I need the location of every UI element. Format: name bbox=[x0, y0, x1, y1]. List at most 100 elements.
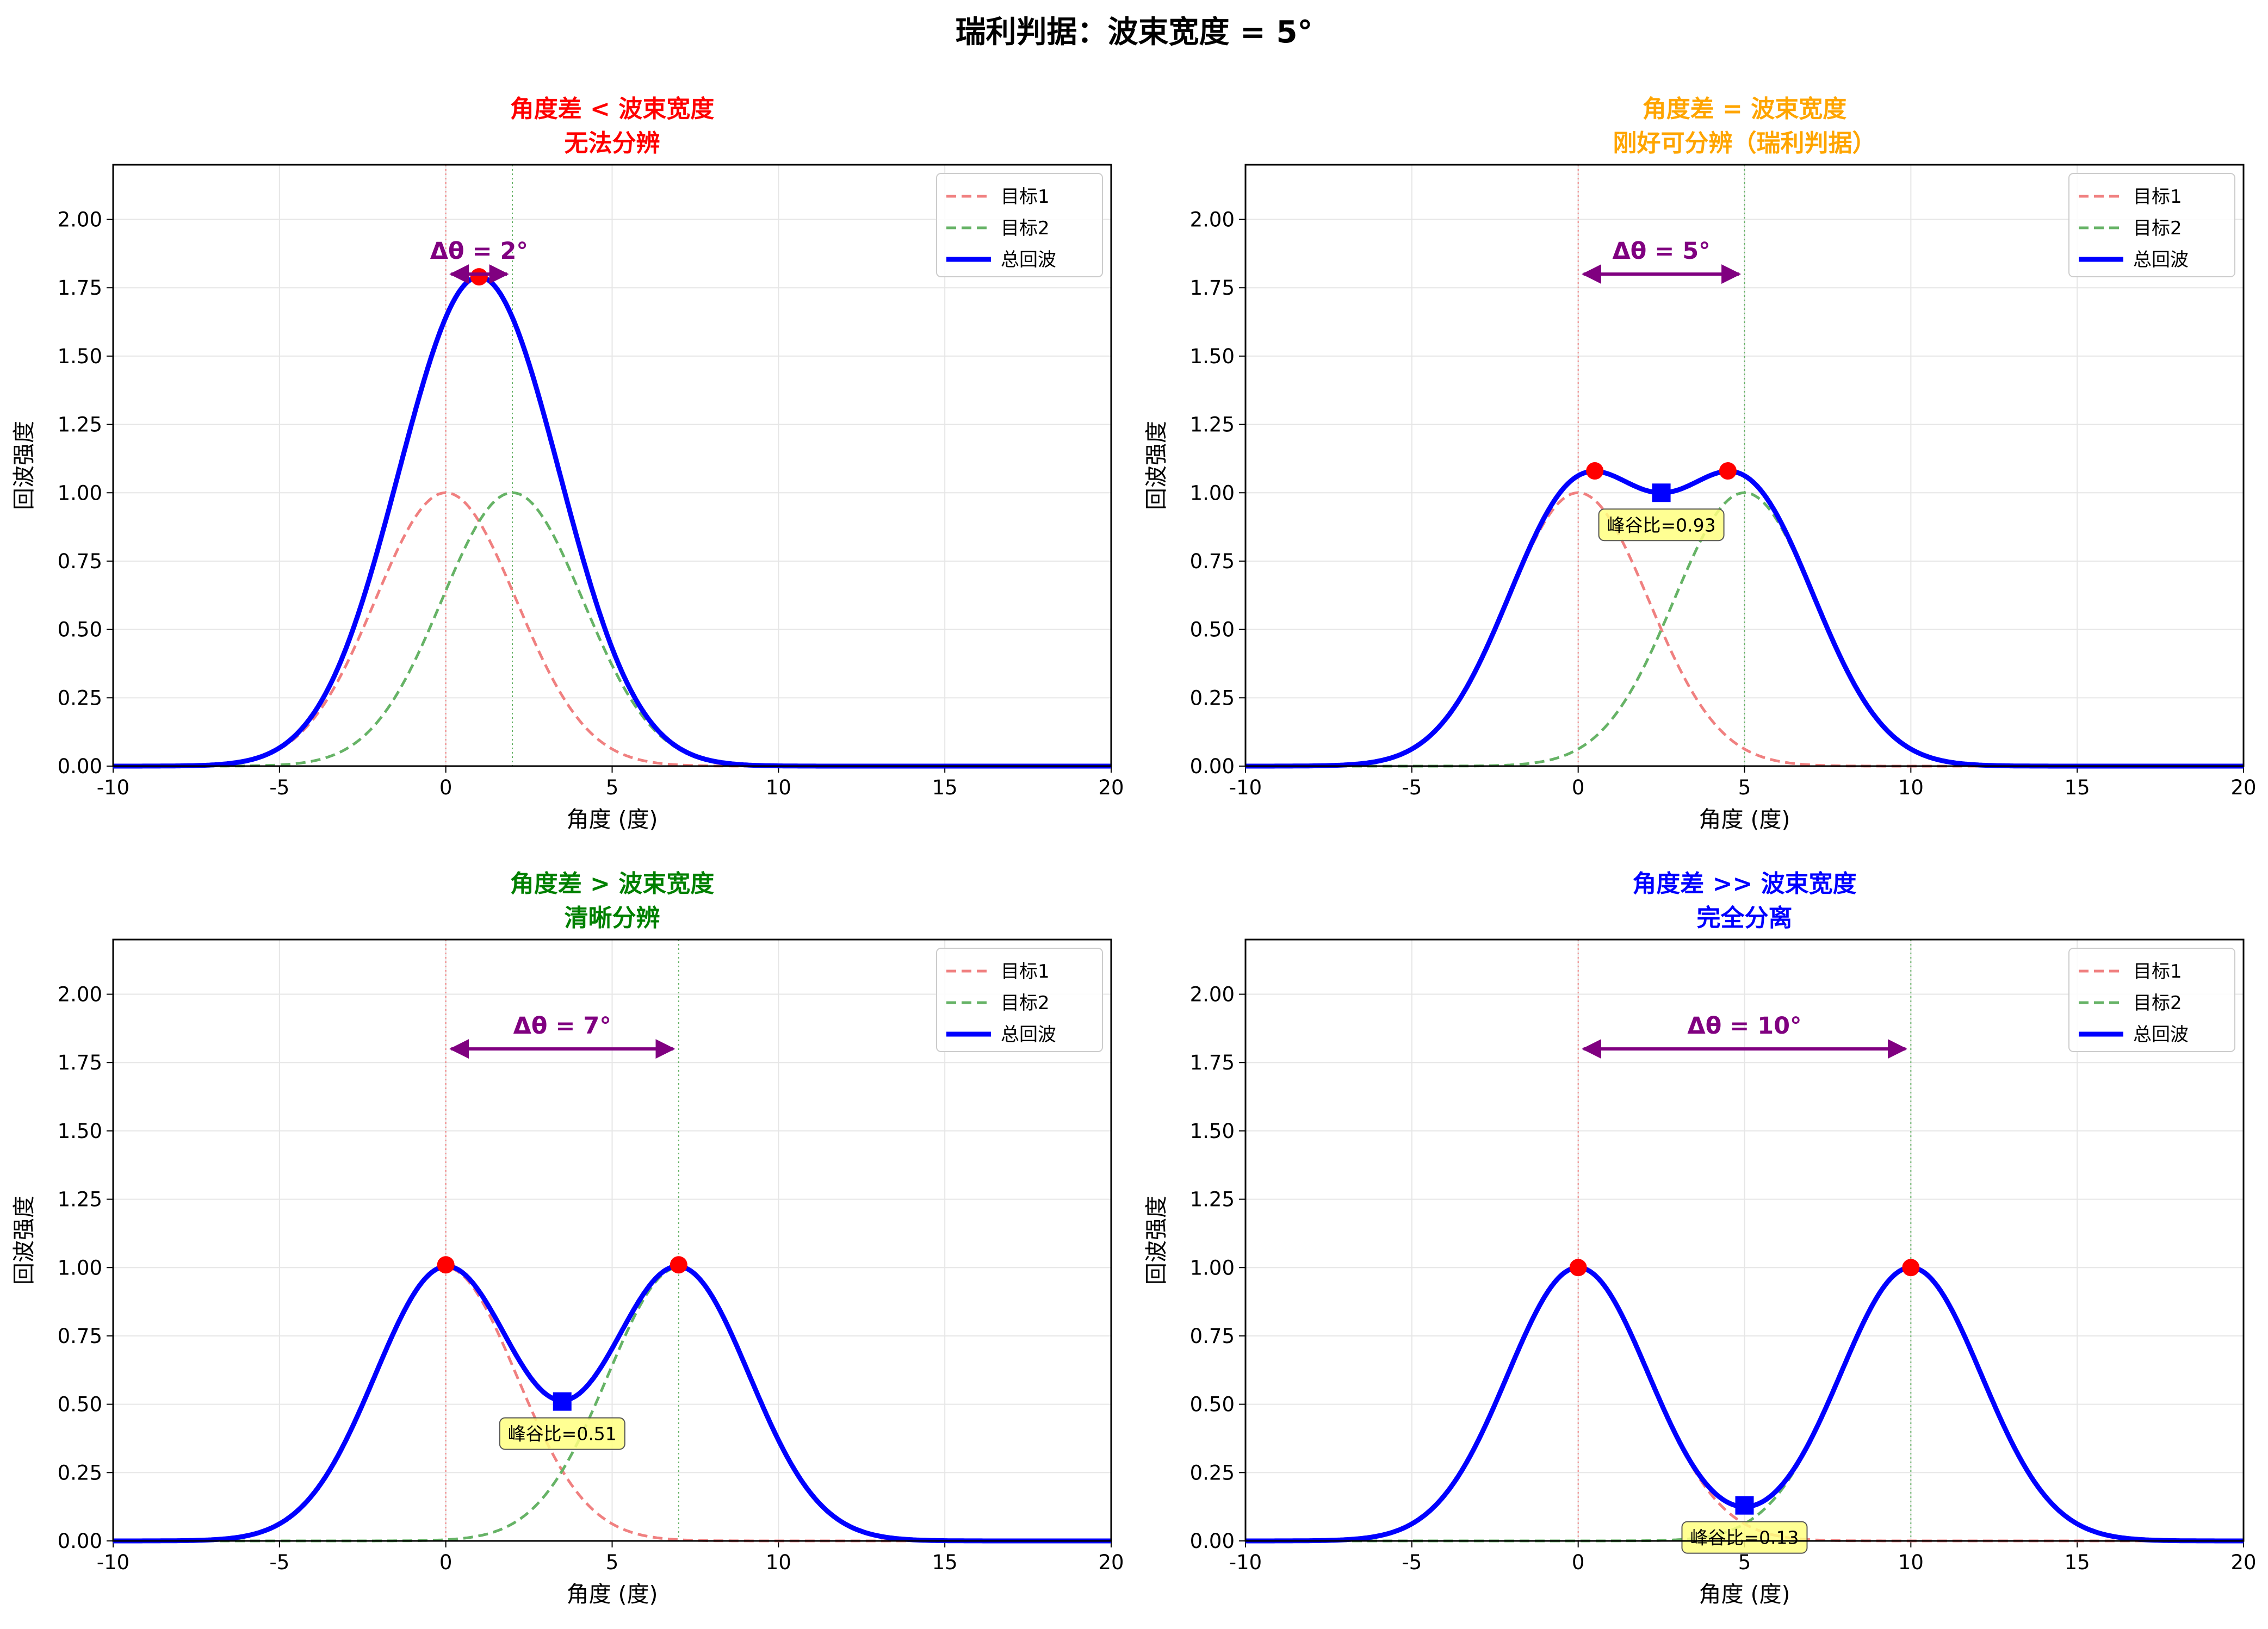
x-tick-label: 20 bbox=[2230, 776, 2256, 799]
y-tick-label: 2.00 bbox=[1190, 208, 1235, 232]
figure-title: 瑞利判据：波束宽度 = 5° bbox=[956, 15, 1313, 50]
x-tick-label: -5 bbox=[269, 1551, 289, 1574]
peak-marker bbox=[470, 268, 488, 286]
ratio-box bbox=[1598, 508, 1725, 542]
legend-label: 总回波 bbox=[1001, 249, 1056, 271]
y-tick-label: 1.75 bbox=[58, 276, 102, 300]
chart-subtitle: 无法分辨 bbox=[565, 129, 660, 157]
y-tick-label: 1.50 bbox=[1190, 345, 1235, 368]
y-axis-label: 回波强度 bbox=[11, 1196, 37, 1285]
y-tick-label: 2.00 bbox=[58, 208, 102, 232]
y-tick-label: 0.50 bbox=[58, 618, 102, 642]
delta-theta-label: Δθ = 7° bbox=[513, 1012, 611, 1040]
y-tick-label: 0.50 bbox=[1190, 1393, 1235, 1416]
y-tick-label: 1.25 bbox=[1190, 413, 1235, 437]
valley-marker bbox=[553, 1392, 572, 1411]
x-tick-label: -5 bbox=[1402, 776, 1422, 799]
y-tick-label: 1.50 bbox=[58, 345, 102, 368]
y-tick-label: 0.25 bbox=[58, 686, 102, 710]
y-tick-label: 0.75 bbox=[58, 1325, 102, 1348]
ratio-box bbox=[499, 1417, 625, 1450]
y-axis-label: 回波强度 bbox=[1143, 1196, 1169, 1285]
plot-frame bbox=[112, 164, 1112, 767]
peak-valley-ratio-label: 峰谷比=0.13 bbox=[1690, 1527, 1799, 1549]
x-tick-label: 5 bbox=[606, 776, 619, 799]
valley-marker bbox=[1652, 483, 1671, 502]
plot-frame bbox=[1244, 938, 2245, 1542]
y-tick-label: 1.00 bbox=[1190, 481, 1235, 505]
y-tick-label: 2.00 bbox=[58, 983, 102, 1006]
x-tick-label: 5 bbox=[606, 1551, 619, 1574]
chart-subtitle: 刚好可分辨（瑞利判据） bbox=[1613, 129, 1876, 157]
legend-box bbox=[936, 173, 1103, 277]
y-tick-label: 1.00 bbox=[58, 481, 102, 505]
x-tick-label: 15 bbox=[932, 776, 958, 799]
x-tick-label: 10 bbox=[1898, 1551, 1924, 1574]
plot-frame bbox=[112, 938, 1112, 1542]
x-tick-label: 0 bbox=[1572, 776, 1585, 799]
y-tick-label: 0.50 bbox=[1190, 618, 1235, 642]
x-tick-label: 0 bbox=[1572, 1551, 1585, 1574]
y-tick-label: 1.50 bbox=[1190, 1120, 1235, 1143]
delta-theta-label: Δθ = 5° bbox=[1612, 238, 1710, 265]
x-tick-label: 20 bbox=[1098, 1551, 1124, 1574]
y-tick-label: 0.75 bbox=[1190, 1325, 1235, 1348]
y-tick-label: 1.75 bbox=[58, 1051, 102, 1074]
chart-title: 角度差 > 波束宽度 bbox=[510, 870, 715, 898]
peak-marker bbox=[1586, 462, 1604, 480]
legend-label: 目标1 bbox=[2133, 186, 2182, 208]
x-tick-label: 10 bbox=[766, 776, 791, 799]
y-tick-label: 0.00 bbox=[1190, 755, 1235, 778]
peak-marker bbox=[437, 1256, 455, 1274]
legend-box bbox=[2068, 948, 2235, 1052]
legend-label: 目标2 bbox=[2133, 217, 2182, 239]
legend-label: 目标2 bbox=[1001, 217, 1050, 239]
y-tick-label: 0.00 bbox=[1190, 1529, 1235, 1553]
y-tick-label: 1.00 bbox=[1190, 1256, 1235, 1279]
x-axis-label: 角度 (度) bbox=[1699, 1581, 1790, 1607]
legend-label: 目标2 bbox=[1001, 992, 1050, 1014]
x-tick-label: -5 bbox=[1402, 1551, 1422, 1574]
legend-box bbox=[936, 948, 1103, 1052]
legend-label: 目标1 bbox=[1001, 186, 1050, 208]
x-tick-label: 20 bbox=[2230, 1551, 2256, 1574]
legend-label: 总回波 bbox=[2133, 249, 2189, 271]
peak-valley-ratio-label: 峰谷比=0.93 bbox=[1607, 514, 1716, 536]
y-tick-label: 1.25 bbox=[58, 413, 102, 437]
y-tick-label: 0.25 bbox=[1190, 1461, 1235, 1484]
y-tick-label: 0.25 bbox=[58, 1461, 102, 1484]
x-tick-label: -10 bbox=[97, 776, 129, 799]
chart-subtitle: 清晰分辨 bbox=[565, 904, 660, 932]
y-tick-label: 1.75 bbox=[1190, 1051, 1235, 1074]
y-tick-label: 0.00 bbox=[58, 755, 102, 778]
delta-theta-label: Δθ = 2° bbox=[430, 238, 528, 265]
x-tick-label: -10 bbox=[1229, 1551, 1262, 1574]
legend-label: 目标2 bbox=[2133, 992, 2182, 1014]
y-tick-label: 1.00 bbox=[58, 1256, 102, 1279]
chart-title: 角度差 < 波束宽度 bbox=[510, 95, 715, 123]
x-axis-label: 角度 (度) bbox=[566, 1581, 658, 1607]
legend-label: 总回波 bbox=[2133, 1024, 2189, 1046]
x-tick-label: -10 bbox=[97, 1551, 129, 1574]
x-tick-label: 20 bbox=[1098, 776, 1124, 799]
y-tick-label: 0.50 bbox=[58, 1393, 102, 1416]
x-tick-label: 15 bbox=[2065, 776, 2090, 799]
peak-marker bbox=[1902, 1259, 1920, 1277]
chart-title: 角度差 >> 波束宽度 bbox=[1632, 870, 1856, 898]
legend-label: 总回波 bbox=[1001, 1024, 1056, 1046]
peak-marker bbox=[1569, 1259, 1587, 1277]
plot-frame bbox=[1244, 164, 2245, 767]
x-tick-label: 15 bbox=[932, 1551, 958, 1574]
x-axis-label: 角度 (度) bbox=[1699, 806, 1790, 832]
peak-marker bbox=[670, 1256, 687, 1274]
x-tick-label: -10 bbox=[1229, 776, 1262, 799]
x-tick-label: -5 bbox=[269, 776, 289, 799]
x-tick-label: 0 bbox=[439, 1551, 453, 1574]
x-tick-label: 0 bbox=[439, 776, 453, 799]
y-tick-label: 0.75 bbox=[1190, 550, 1235, 573]
x-tick-label: 5 bbox=[1738, 776, 1751, 799]
y-axis-label: 回波强度 bbox=[11, 421, 37, 510]
